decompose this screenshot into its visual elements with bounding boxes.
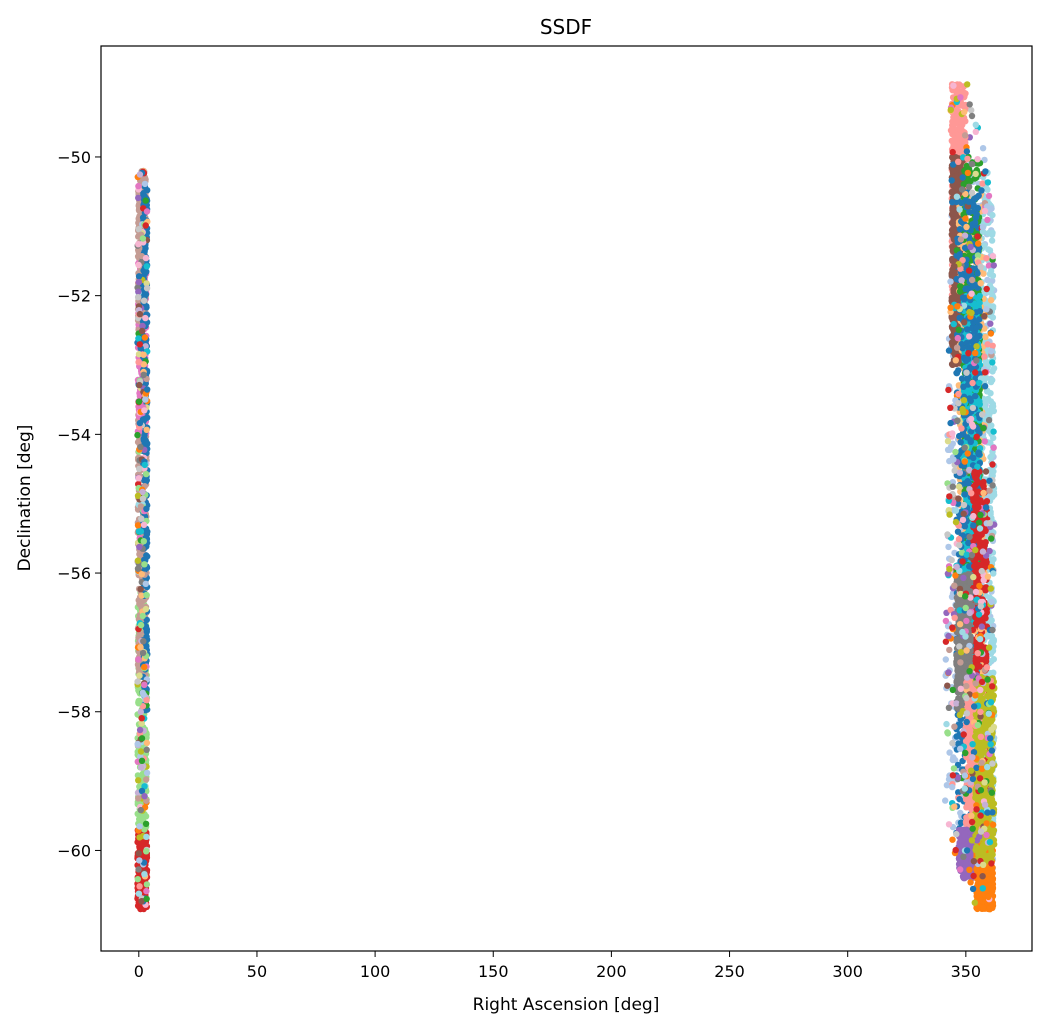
data-point [946, 749, 953, 756]
data-point [942, 656, 949, 663]
data-point [988, 237, 996, 244]
data-point [956, 226, 964, 233]
data-point [989, 368, 996, 375]
data-point [959, 345, 966, 352]
data-point [972, 392, 979, 400]
data-point [953, 135, 960, 142]
data-point [957, 148, 964, 155]
data-point [973, 210, 980, 218]
data-point [984, 276, 991, 284]
data-point [943, 782, 951, 789]
data-point [976, 451, 983, 458]
data-point [945, 543, 952, 551]
data-point [136, 816, 143, 823]
data-point [143, 530, 150, 537]
data-point [989, 376, 996, 384]
data-point [973, 335, 980, 342]
data-point [973, 493, 980, 501]
data-point [953, 733, 960, 740]
data-point [143, 616, 150, 624]
data-point [989, 277, 996, 284]
data-point [949, 257, 956, 264]
data-point [960, 383, 967, 390]
data-point [989, 211, 996, 219]
data-point [961, 491, 968, 498]
data-point [990, 468, 997, 475]
data-point [986, 247, 994, 254]
data-point [141, 476, 148, 484]
data-point [949, 205, 956, 212]
data-point [954, 528, 962, 535]
data-point [966, 208, 973, 216]
chart-title: SSDF [540, 15, 592, 39]
data-point [948, 226, 956, 234]
data-point [957, 439, 964, 446]
plot-area [134, 81, 998, 913]
data-point [960, 103, 968, 110]
data-point [957, 809, 964, 817]
data-point [973, 318, 981, 325]
data-point [970, 454, 977, 462]
data-point [964, 355, 972, 363]
data-point [989, 272, 997, 279]
data-point [950, 754, 957, 761]
data-point [958, 375, 966, 382]
data-point [967, 397, 974, 404]
data-point [957, 82, 964, 89]
data-point [136, 630, 143, 638]
data-point [976, 292, 983, 300]
data-point [987, 398, 995, 405]
data-point [959, 88, 966, 95]
data-point [976, 308, 984, 315]
data-point [143, 633, 150, 640]
data-point [956, 124, 964, 131]
data-point [976, 299, 983, 307]
data-point [989, 451, 996, 459]
data-point [948, 593, 956, 600]
data-point [136, 600, 143, 608]
data-point [953, 115, 960, 123]
data-point [973, 324, 980, 331]
data-point [135, 403, 142, 410]
data-point [949, 479, 956, 486]
data-point [942, 797, 949, 804]
data-point [953, 369, 960, 377]
data-point [981, 156, 988, 164]
data-point [141, 432, 148, 439]
data-point [974, 270, 981, 277]
data-point [971, 219, 979, 226]
data-point [967, 437, 974, 444]
data-point [980, 270, 987, 277]
data-points [134, 81, 998, 913]
data-point [949, 440, 956, 447]
data-point [987, 670, 994, 677]
data-point [972, 194, 979, 202]
data-point [991, 491, 998, 499]
data-point [988, 231, 996, 238]
